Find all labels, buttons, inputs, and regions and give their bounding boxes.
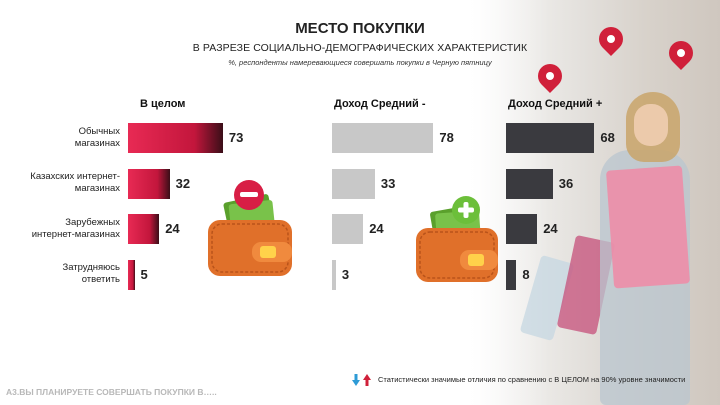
question-footer: А3.ВЫ ПЛАНИРУЕТЕ СОВЕРШАТЬ ПОКУПКИ В….. (6, 387, 217, 397)
category-label-line: ответить (81, 274, 120, 285)
shopping-bag-icon (605, 165, 691, 289)
category-label: Обычных магазинах (0, 126, 120, 150)
category-label: Затрудняюсь ответить (0, 262, 120, 286)
page-subtitle: В РАЗРЕЗЕ СОЦИАЛЬНО-ДЕМОГРАФИЧЕСКИХ ХАРА… (192, 42, 528, 54)
category-label-line: магазинах (74, 183, 120, 194)
category-label: Зарубежных интернет-магазинах (0, 217, 120, 241)
bar-value-label: 32 (175, 176, 191, 191)
bar-value-label: 5 (140, 267, 148, 282)
bar-income-low (332, 123, 434, 153)
page-title: МЕСТО ПОКУПКИ (295, 20, 425, 37)
bar-value-label: 33 (380, 176, 396, 191)
wallet-minus-icon (200, 178, 300, 278)
bar-value-label: 73 (228, 130, 244, 145)
category-label-line: Зарубежных (65, 217, 120, 228)
significance-arrows-icon (352, 373, 374, 386)
category-label-line: Обычных (78, 126, 120, 137)
bar-total (128, 260, 135, 290)
category-label-line: магазинах (74, 138, 120, 149)
background-fade (430, 0, 550, 405)
bar-total (128, 169, 170, 199)
bar-total (128, 214, 160, 244)
bar-value-label: 24 (165, 221, 180, 236)
bar-income-high (506, 214, 538, 244)
bar-value-label: 36 (558, 176, 574, 191)
wallet-plus-icon (416, 194, 516, 284)
bar-value-label: 3 (341, 267, 350, 282)
category-label-line: интернет-магазинах (31, 229, 120, 240)
bar-income-high (506, 123, 595, 153)
bar-income-low (332, 169, 375, 199)
bar-value-label: 24 (543, 221, 558, 236)
bar-income-high (506, 260, 517, 290)
bar-value-label: 68 (600, 130, 615, 145)
bar-value-label: 24 (369, 221, 384, 236)
significance-legend: Статистически значимые отличия по сравне… (378, 375, 686, 384)
category-label-line: Затрудняюсь (62, 262, 120, 273)
base-note: %, респонденты намеревающиеся совершать … (228, 58, 492, 67)
series-header-income-high: Доход Средний + (508, 98, 603, 110)
category-label: Казахских интернет- магазинах (0, 171, 120, 195)
series-header-total: В целом (140, 98, 186, 110)
bar-value-label: 78 (439, 130, 454, 145)
series-header-income-low: Доход Средний - (334, 98, 426, 110)
bar-total (128, 123, 223, 153)
bar-income-low (332, 260, 336, 290)
bar-income-low (332, 214, 364, 244)
bar-income-high (506, 169, 553, 199)
bar-value-label: 8 (522, 267, 530, 282)
shopper-face (634, 104, 668, 146)
category-label-line: Казахских интернет- (30, 171, 120, 182)
